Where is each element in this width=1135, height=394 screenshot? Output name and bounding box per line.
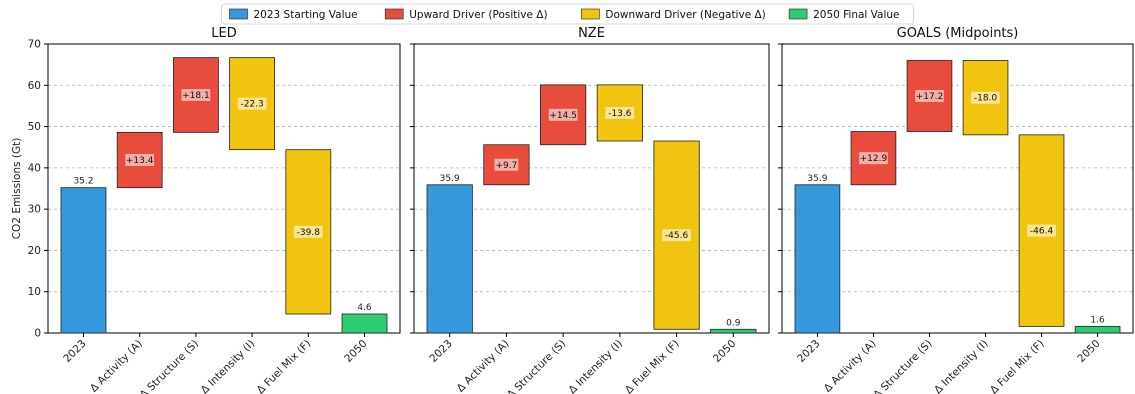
x-tick-label: Δ Fuel Mix (F) <box>255 338 314 394</box>
delta-label-box <box>548 108 578 121</box>
y-axis-label: CO2 Emissions (Gt) <box>11 138 23 240</box>
bar-delta-label: -22.3 <box>240 100 263 110</box>
y-tick-label: 60 <box>28 80 41 92</box>
plot-frame <box>781 43 1134 334</box>
x-tick-label: Δ Activity (A) <box>822 338 879 394</box>
x-tick-label: Δ Structure (S) <box>138 338 201 394</box>
panel-title: LED <box>211 26 236 41</box>
bar-value-label: 0.9 <box>726 318 741 328</box>
y-tick-label: 10 <box>28 286 41 298</box>
legend-label: Downward Driver (Negative Δ) <box>605 9 765 21</box>
delta-label-box <box>293 225 323 238</box>
x-tick-label: 2050 <box>342 338 369 365</box>
delta-label-box <box>181 88 211 101</box>
x-tick-label: Δ Fuel Mix (F) <box>988 338 1047 394</box>
delta-label-box <box>971 91 1000 104</box>
x-tick-label: 2023 <box>427 338 454 365</box>
bar-delta-label: +12.9 <box>860 154 888 164</box>
legend-swatch <box>229 8 248 20</box>
bar-delta-label: +9.7 <box>495 161 517 171</box>
bar-delta-label: -39.8 <box>297 228 321 238</box>
panel-title: GOALS (Midpoints) <box>897 26 1019 41</box>
bar-value-label: 35.9 <box>440 174 460 184</box>
legend-label: Upward Driver (Positive Δ) <box>409 9 547 21</box>
plot-frame <box>47 43 401 334</box>
y-tick-label: 20 <box>28 245 41 257</box>
bar-end <box>710 328 757 334</box>
delta-label-box <box>125 154 155 167</box>
x-tick-label: Δ Intensity (I) <box>932 338 991 394</box>
bar-start <box>426 184 473 334</box>
y-tick-label: 0 <box>34 328 41 340</box>
bar-delta-label: +17.2 <box>916 92 944 102</box>
x-tick-label: 2050 <box>711 338 738 365</box>
bar-delta-label: +14.5 <box>549 111 577 121</box>
x-tick-label: 2050 <box>1075 338 1102 365</box>
legend-swatch <box>788 8 808 20</box>
x-tick-label: Δ Intensity (I) <box>199 338 258 394</box>
y-tick-label: 40 <box>28 162 41 174</box>
legend-swatch <box>384 8 404 20</box>
legend-swatch <box>581 8 600 20</box>
bar-delta-label: +13.4 <box>126 156 154 166</box>
bar-value-label: 1.6 <box>1090 315 1105 325</box>
y-tick-label: 30 <box>28 204 41 216</box>
x-tick-label: Δ Structure (S) <box>871 338 934 394</box>
bar-start <box>60 187 107 334</box>
delta-label-box <box>915 90 944 103</box>
bar-value-label: 35.2 <box>73 177 93 187</box>
x-tick-label: Δ Activity (A) <box>455 338 512 394</box>
bar-end <box>341 313 388 334</box>
delta-label-box <box>859 152 888 165</box>
legend: 2023 Starting Value Upward Driver (Positi… <box>221 3 914 25</box>
x-tick-label: Δ Activity (A) <box>88 338 145 394</box>
panel-title: NZE <box>578 26 605 41</box>
delta-label-box <box>494 158 519 171</box>
x-tick-label: 2023 <box>795 338 822 365</box>
legend-label: 2050 Final Value <box>813 9 899 21</box>
x-tick-label: Δ Structure (S) <box>505 338 568 394</box>
panel-2: NZE 35.9 2023 +9.7 Δ Activity (A) +14.5 Δ Stru… <box>410 26 770 394</box>
delta-label-box <box>662 229 691 242</box>
delta-label-box <box>237 97 267 110</box>
bar-start <box>794 184 841 334</box>
delta-label-box <box>1027 224 1056 237</box>
bar-delta-label: +18.1 <box>182 91 210 101</box>
x-tick-label: Δ Fuel Mix (F) <box>623 338 682 394</box>
bar-delta-label: -46.4 <box>1030 227 1054 237</box>
bar-end <box>1074 325 1121 334</box>
bar-delta-label: -45.6 <box>665 231 689 241</box>
panel-1: 0 10 20 30 40 50 60 70 CO2 Emissions (Gt) LED 35.2… <box>11 26 401 394</box>
bar-delta-label: -13.6 <box>608 109 632 119</box>
legend-label: 2023 Starting Value <box>254 9 358 21</box>
bar-delta-label: -18.0 <box>974 94 998 104</box>
y-tick-label: 70 <box>28 39 41 51</box>
bar-value-label: 4.6 <box>357 303 372 313</box>
panel-3: GOALS (Midpoints) 35.9 2023 +12.9 Δ Activity… <box>778 26 1134 394</box>
bar-value-label: 35.9 <box>807 174 827 184</box>
x-tick-label: Δ Intensity (I) <box>566 338 625 394</box>
y-tick-label: 50 <box>28 121 41 133</box>
x-tick-label: 2023 <box>61 338 88 365</box>
delta-label-box <box>605 106 635 119</box>
plot-frame <box>413 43 770 334</box>
